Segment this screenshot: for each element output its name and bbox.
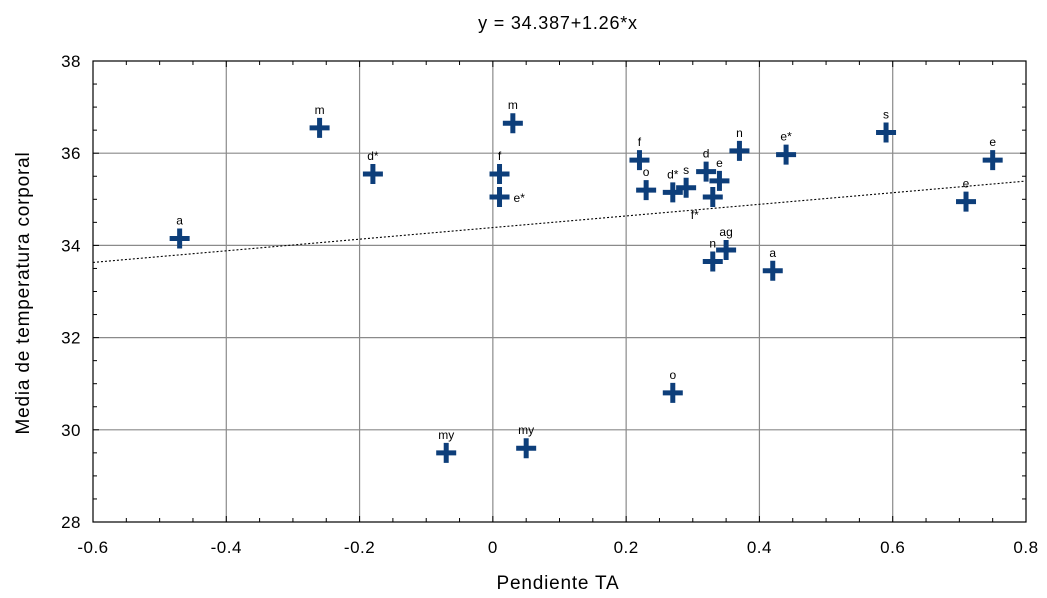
data-point-0: a [169, 213, 190, 249]
data-point-23: e [982, 135, 1003, 171]
point-label: f* [691, 208, 699, 222]
data-point-10: d* [662, 167, 683, 203]
point-label: s [883, 107, 889, 121]
point-label: e [989, 135, 996, 149]
y-tick-label-3: 34 [61, 236, 81, 255]
x-tick-label-0: -0.6 [77, 538, 108, 557]
axis-ticks: -0.6 -0.4 -0.2 0 0.2 0.4 0.6 0.8 28 30 32 34 36 38 [61, 52, 1038, 557]
grid-lines [93, 61, 1026, 522]
point-marker [629, 150, 650, 171]
point-marker [489, 186, 510, 207]
point-marker [309, 117, 330, 138]
point-marker [502, 113, 523, 134]
point-marker [762, 260, 783, 281]
data-point-2: d* [362, 149, 383, 184]
point-label: s [683, 163, 689, 177]
point-marker [776, 144, 797, 165]
x-tick-label-7: 0.8 [1013, 538, 1038, 557]
y-axis-title: Media de temperatura corporal [13, 151, 34, 434]
x-axis-title: Pendiente TA [497, 573, 620, 594]
point-marker [702, 186, 723, 207]
x-tick-label-4: 0.2 [614, 538, 639, 557]
data-point-16: e [709, 156, 730, 191]
point-label: n [736, 126, 743, 140]
y-tick-label-2: 32 [61, 329, 81, 348]
point-marker [436, 442, 457, 463]
x-tick-label-3: 0 [488, 538, 498, 557]
data-point-21: s [876, 107, 897, 143]
data-point-19: a [762, 246, 783, 281]
point-marker [362, 163, 383, 184]
point-label: d [703, 147, 710, 161]
point-label: o [669, 368, 676, 382]
point-marker [662, 382, 683, 403]
point-label: o [643, 165, 650, 179]
data-point-13: d [696, 147, 717, 182]
point-marker [676, 177, 697, 198]
point-marker [636, 180, 657, 201]
point-label: a [176, 213, 183, 227]
y-tick-label-0: 28 [61, 513, 81, 532]
point-marker [169, 228, 190, 249]
point-marker [709, 170, 730, 191]
point-label: e [716, 156, 723, 170]
point-label: e* [514, 191, 526, 205]
point-label: a [769, 246, 776, 260]
trendline-group [92, 180, 1027, 263]
data-point-7: my [516, 423, 537, 459]
point-label: my [438, 428, 454, 442]
chart-title: y = 34.387+1.26*x [478, 13, 638, 33]
data-point-8: f [629, 135, 650, 171]
data-point-22: e [956, 177, 977, 212]
point-label: ag [719, 225, 732, 239]
point-label: m [315, 103, 325, 117]
point-label: e [963, 177, 970, 191]
point-marker [982, 150, 1003, 171]
trendline [92, 180, 1027, 263]
point-marker [516, 438, 537, 459]
data-point-15: n [702, 237, 723, 272]
point-label: my [518, 423, 534, 437]
point-marker [696, 161, 717, 182]
x-tick-label-2: -0.2 [344, 538, 375, 557]
data-point-12: s [676, 163, 697, 198]
data-point-6: m [502, 98, 523, 134]
point-label: e* [780, 130, 792, 144]
data-point-5: e* [489, 186, 526, 207]
point-label: f [638, 135, 642, 149]
data-point-11: o [662, 368, 683, 403]
point-label: d* [667, 167, 679, 181]
data-point-18: n [729, 126, 750, 161]
point-label: d* [367, 149, 379, 163]
data-point-14: f* [691, 186, 723, 222]
point-marker [956, 191, 977, 212]
data-point-20: e* [776, 130, 797, 165]
point-label: f [498, 149, 502, 163]
point-marker [876, 122, 897, 143]
data-point-9: o [636, 165, 657, 201]
x-tick-label-1: -0.4 [211, 538, 242, 557]
point-marker [662, 182, 683, 203]
point-marker [729, 140, 750, 161]
point-label: m [508, 98, 518, 112]
x-tick-label-6: 0.6 [880, 538, 905, 557]
point-marker [716, 240, 737, 261]
y-tick-label-5: 38 [61, 52, 81, 71]
data-point-3: my [436, 428, 457, 463]
y-tick-label-1: 30 [61, 421, 81, 440]
y-tick-label-4: 36 [61, 144, 81, 163]
data-point-17: ag [716, 225, 737, 261]
x-tick-label-5: 0.4 [747, 538, 772, 557]
data-point-4: f [489, 149, 510, 184]
point-label: n [709, 237, 716, 251]
point-marker [702, 251, 723, 272]
point-marker [489, 163, 510, 184]
data-point-1: m [309, 103, 330, 138]
